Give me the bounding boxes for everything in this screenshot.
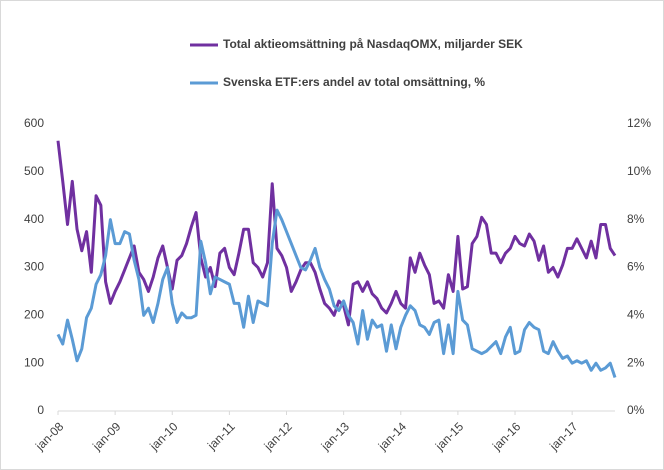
y2-tick-label: 12% [627,116,651,130]
legend-label: Svenska ETF:ers andel av total omsättnin… [223,75,485,89]
y-tick-label: 600 [24,116,44,130]
y2-tick-label: 4% [627,308,645,322]
y-tick-label: 0 [37,403,44,417]
y2-tick-label: 8% [627,212,645,226]
y2-tick-label: 6% [627,260,645,274]
y-tick-label: 500 [24,164,44,178]
y-tick-label: 100 [24,355,44,369]
legend-label: Total aktieomsättning på NasdaqOMX, milj… [223,37,523,51]
series-line [56,208,617,378]
y2-tick-label: 10% [627,164,651,178]
y-tick-label: 400 [24,212,44,226]
y2-tick-label: 0% [627,403,645,417]
y2-tick-label: 2% [627,355,645,369]
y-tick-label: 200 [24,308,44,322]
y-tick-label: 300 [24,260,44,274]
